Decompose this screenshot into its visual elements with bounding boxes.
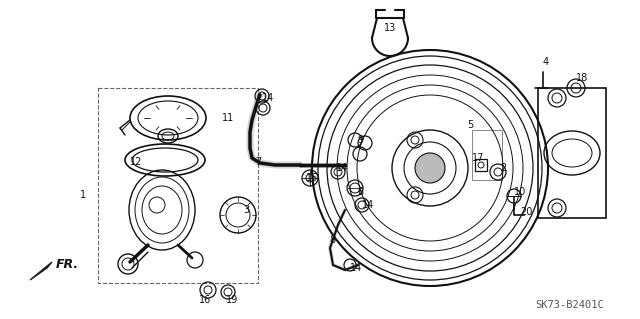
Text: 9: 9: [357, 135, 363, 145]
Text: 13: 13: [384, 23, 396, 33]
Text: 19: 19: [226, 295, 238, 305]
Bar: [98, 88, 258, 283]
Text: 15: 15: [306, 173, 318, 183]
Text: 14: 14: [262, 93, 274, 103]
Text: 1: 1: [80, 190, 86, 200]
Text: SK73-B2401C: SK73-B2401C: [536, 300, 604, 310]
Text: 6: 6: [357, 187, 363, 197]
Text: 10: 10: [514, 187, 526, 197]
Text: 5: 5: [467, 120, 473, 130]
Bar: [472, 130, 502, 180]
Text: 11: 11: [222, 113, 234, 123]
Text: 16: 16: [199, 295, 211, 305]
Circle shape: [415, 153, 445, 183]
Text: 7: 7: [255, 157, 261, 167]
Text: 12: 12: [130, 157, 142, 167]
Text: 2: 2: [500, 163, 506, 173]
Bar: [475, 159, 487, 171]
Text: 14: 14: [362, 200, 374, 210]
Text: 14: 14: [336, 163, 348, 173]
Bar: [538, 88, 606, 218]
Text: 4: 4: [543, 57, 549, 67]
Text: 8: 8: [329, 235, 335, 245]
Text: 17: 17: [472, 153, 484, 163]
Text: 18: 18: [576, 73, 588, 83]
Text: 14: 14: [350, 263, 362, 273]
Text: FR.: FR.: [56, 258, 79, 271]
Text: 3: 3: [243, 205, 249, 215]
Polygon shape: [30, 262, 52, 280]
Text: 20: 20: [520, 207, 532, 217]
